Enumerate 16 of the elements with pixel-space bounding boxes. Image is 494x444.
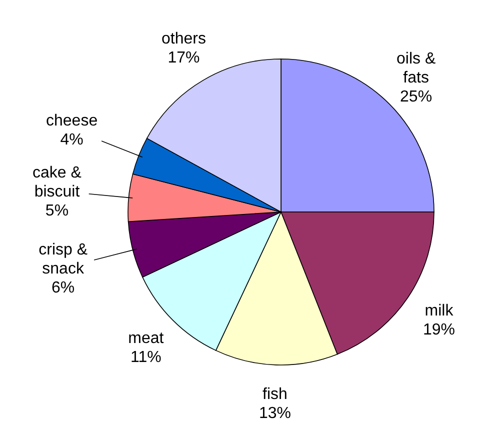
slice-label: fish xyxy=(262,386,288,404)
data-label: 6% xyxy=(52,280,75,297)
data-label: 13% xyxy=(258,405,292,422)
data-label: 11% xyxy=(130,349,162,366)
slice-label: meat xyxy=(128,330,164,348)
data-label: 4% xyxy=(60,131,84,148)
data-label: 19% xyxy=(422,321,455,338)
slice-label: cheese xyxy=(46,112,98,130)
slice-label: milk xyxy=(424,302,454,320)
data-label: 5% xyxy=(45,202,69,220)
slice-label: others xyxy=(162,30,206,48)
data-label: 25% xyxy=(400,88,432,106)
slice-label: crisp & snack xyxy=(38,242,88,278)
slice-label: oils & fats xyxy=(396,50,436,87)
data-label: 17% xyxy=(168,50,200,67)
slice-label: cake & biscuit xyxy=(32,164,82,200)
